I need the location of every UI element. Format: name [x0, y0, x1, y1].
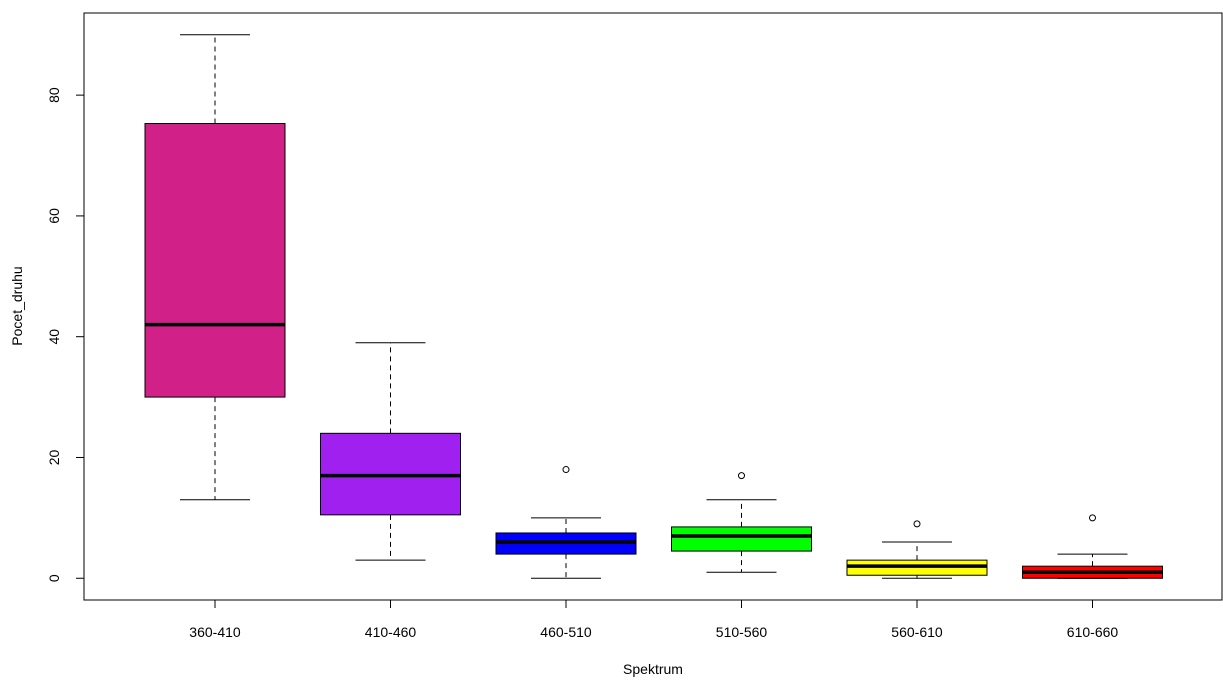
box-560-610	[846, 520, 988, 579]
y-axis-label: Pocet_druhu	[9, 266, 25, 345]
x-axis-label: Spektrum	[623, 661, 683, 677]
y-axis: 0 20 40 60 80	[46, 87, 85, 582]
box-460-510	[495, 466, 637, 579]
x-tick-label: 610-660	[1067, 624, 1119, 640]
box-610-660	[1022, 514, 1163, 579]
box-410-460	[320, 342, 461, 561]
iqr-box	[671, 526, 812, 552]
y-tick-label: 60	[46, 208, 62, 224]
x-tick-label: 510-560	[716, 624, 768, 640]
box-510-560	[671, 472, 812, 573]
outlier-point	[738, 472, 745, 480]
box-360-410	[144, 34, 286, 501]
y-tick-label: 0	[46, 574, 62, 582]
x-axis: 360-410 410-460 460-510 510-560 560-610 610-6…	[189, 599, 1119, 640]
outlier-point	[913, 520, 921, 528]
boxes-group	[144, 34, 1163, 579]
iqr-box	[144, 123, 286, 398]
x-tick-label: 560-610	[891, 624, 943, 640]
outlier-point	[562, 466, 570, 474]
x-tick-label: 360-410	[189, 624, 241, 640]
y-tick-label: 40	[46, 329, 62, 345]
y-tick-label: 20	[46, 449, 62, 465]
x-tick-label: 460-510	[540, 624, 592, 640]
x-tick-label: 410-460	[365, 624, 417, 640]
y-tick-label: 80	[46, 87, 62, 103]
outlier-point	[1089, 514, 1096, 522]
